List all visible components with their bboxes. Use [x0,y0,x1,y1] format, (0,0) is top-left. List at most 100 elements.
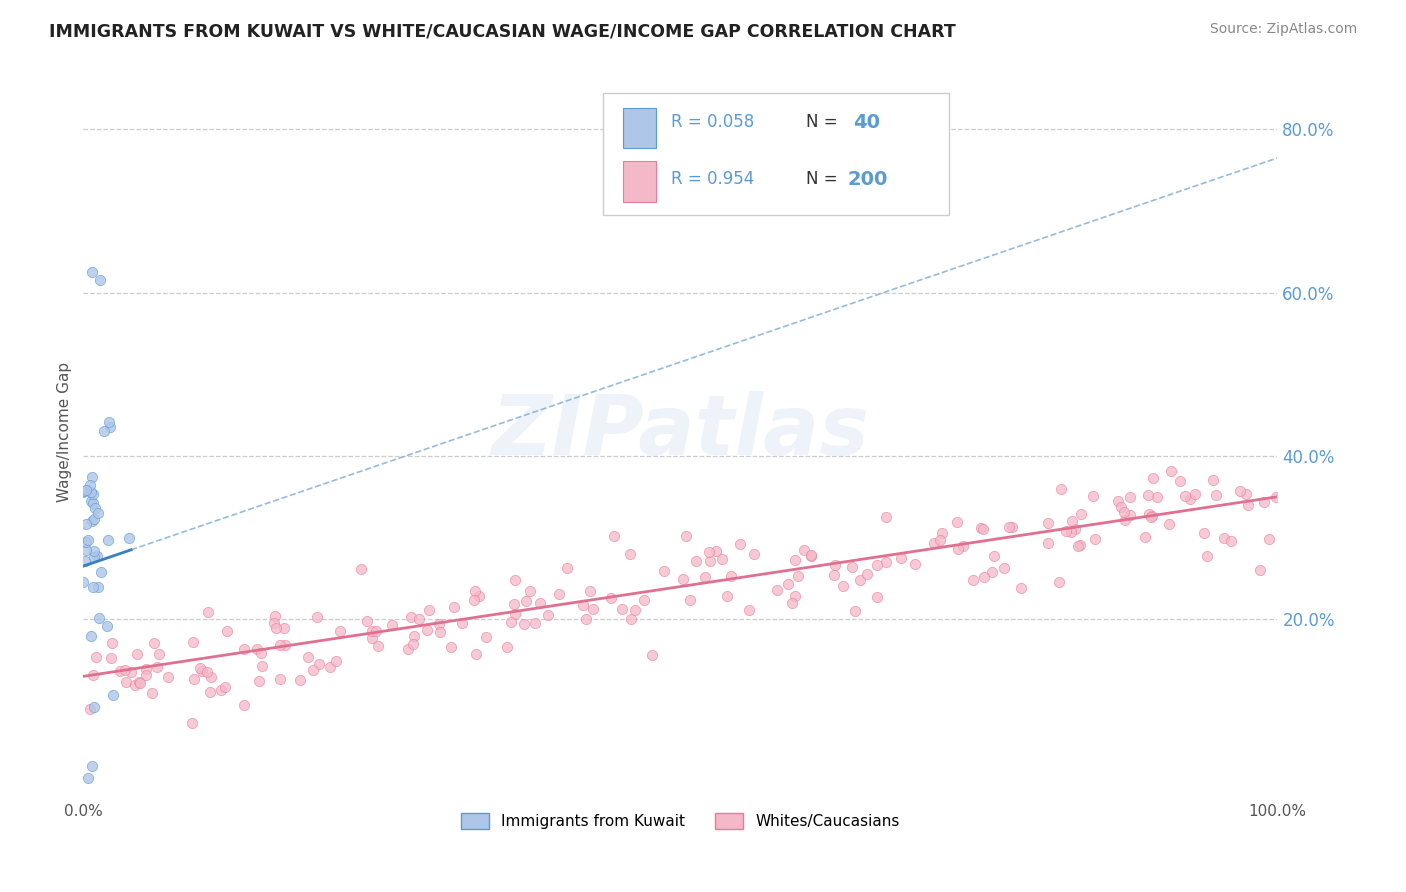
Point [1220,533,1243,548]
Point [633,593,655,607]
Point [125,647,148,661]
Point [619,547,641,561]
Point [318,659,340,673]
Point [503,597,526,611]
Point [350,562,373,576]
Point [1229,484,1251,499]
Point [83,700,105,714]
Point [1213,531,1236,545]
Point [1036,516,1059,530]
Point [80,514,103,528]
Point [418,603,440,617]
Point [325,654,347,668]
Point [1168,474,1191,488]
Point [464,583,486,598]
Point [211,683,233,698]
Point [495,640,517,654]
Point [844,604,866,618]
Point [1236,499,1258,513]
Point [80,494,103,508]
Point [100,651,122,665]
Point [1178,492,1201,507]
Point [675,529,697,543]
Point [599,591,621,605]
Point [76,483,98,498]
Point [402,637,425,651]
Point [513,617,536,632]
Point [824,558,846,573]
Point [624,603,647,617]
Point [716,589,738,603]
Point [579,584,602,599]
Point [396,642,419,657]
Point [302,664,325,678]
Point [429,625,451,640]
Point [75,543,97,558]
Point [408,612,430,626]
Point [82,580,104,594]
Point [157,670,180,684]
Point [738,602,761,616]
Point [135,661,157,675]
Point [463,592,485,607]
Point [1114,513,1136,527]
Point [75,483,97,498]
Point [780,596,803,610]
Point [841,560,863,574]
Point [793,543,815,558]
Point [129,676,152,690]
Point [783,552,806,566]
Point [1036,535,1059,549]
Point [1010,581,1032,595]
Point [1050,482,1073,496]
Point [79,702,101,716]
Point [1064,522,1087,536]
Point [89,273,111,287]
Point [699,554,721,568]
Point [269,638,291,652]
Point [515,593,537,607]
Point [720,569,742,583]
Point [983,549,1005,563]
Point [274,638,297,652]
Point [1062,514,1084,528]
Point [98,420,121,434]
Point [571,599,593,613]
Point [124,678,146,692]
Point [1001,520,1024,534]
Point [263,608,285,623]
Point [1257,532,1279,546]
Point [555,561,578,575]
Point [1114,505,1136,519]
Point [503,607,526,622]
Point [269,673,291,687]
Point [195,665,218,679]
Point [360,631,382,645]
Point [200,670,222,684]
Text: R = 0.954: R = 0.954 [671,170,754,188]
Point [308,657,330,671]
Point [191,665,214,679]
Point [250,659,273,673]
Point [198,685,221,699]
Point [80,484,103,499]
Point [120,665,142,679]
Point [75,535,97,549]
Point [146,659,169,673]
Point [181,716,204,731]
Point [118,531,141,545]
Text: 40: 40 [853,112,880,132]
Point [952,539,974,553]
Point [86,549,108,563]
Point [217,624,239,639]
Point [993,561,1015,575]
Point [620,612,643,626]
Point [1249,563,1271,577]
Point [250,646,273,660]
Point [96,619,118,633]
Point [73,483,96,498]
Point [972,522,994,536]
Point [181,635,204,649]
Point [440,640,463,654]
Point [114,664,136,678]
